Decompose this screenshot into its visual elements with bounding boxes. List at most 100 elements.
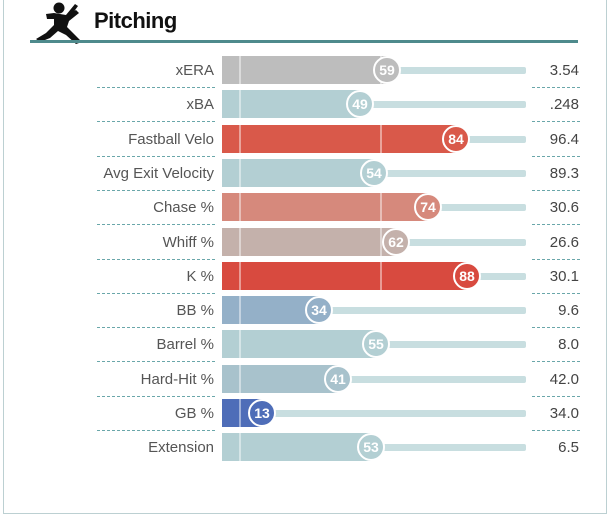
bar-gridline (380, 125, 382, 153)
metric-row: Avg Exit Velocity 54 89.3 (0, 156, 613, 190)
percentile-track (387, 67, 526, 74)
metric-label: Hard-Hit % (140, 371, 214, 388)
bar-gridline (380, 262, 382, 290)
metric-label: GB % (174, 405, 214, 422)
row-separator (532, 121, 580, 122)
percentile-track (262, 410, 526, 417)
row-separator (532, 293, 580, 294)
row-separator (97, 361, 215, 362)
metric-value: 9.6 (558, 302, 579, 319)
metric-row: Whiff % 62 26.6 (0, 225, 613, 259)
row-separator (97, 327, 215, 328)
row-separator (532, 156, 580, 157)
bar-gridline (239, 330, 241, 358)
row-separator (532, 361, 580, 362)
bar-gridline (239, 159, 241, 187)
percentile-badge: 62 (382, 228, 410, 256)
percentile-bar (222, 193, 428, 221)
bar-gridline (239, 56, 241, 84)
row-separator (97, 224, 215, 225)
percentile-track (428, 204, 526, 211)
bar-gridline (239, 296, 241, 324)
section-header: Pitching (30, 0, 578, 44)
percentile-bar (222, 365, 338, 393)
metric-value: 6.5 (558, 439, 579, 456)
metric-label: xERA (175, 62, 214, 79)
bar-gridline (239, 125, 241, 153)
percentile-badge: 59 (373, 56, 401, 84)
header-rule (30, 40, 578, 43)
percentile-bar (222, 433, 371, 461)
metric-value: 3.54 (549, 62, 579, 79)
row-separator (532, 190, 580, 191)
percentile-badge: 13 (248, 399, 276, 427)
metric-row: Hard-Hit % 41 42.0 (0, 362, 613, 396)
metric-value: .248 (549, 96, 579, 113)
bar-gridline (380, 228, 382, 256)
metric-label: BB % (176, 302, 214, 319)
percentile-track (360, 101, 526, 108)
row-separator (532, 87, 580, 88)
metric-value: 8.0 (558, 336, 579, 353)
percentile-track (374, 170, 526, 177)
percentile-track (371, 444, 526, 451)
percentile-track (376, 341, 526, 348)
percentile-badge: 54 (360, 159, 388, 187)
row-separator (97, 396, 215, 397)
metric-value: 30.1 (549, 268, 579, 285)
percentile-badge: 84 (442, 125, 470, 153)
row-separator (97, 293, 215, 294)
percentile-bar (222, 262, 467, 290)
percentile-bar (222, 125, 456, 153)
metric-row: Barrel % 55 8.0 (0, 327, 613, 361)
metric-row: Extension 53 6.5 (0, 430, 613, 464)
metric-label: Barrel % (156, 336, 214, 353)
metric-label: Extension (148, 439, 214, 456)
metric-label: Whiff % (162, 234, 214, 251)
metric-label: Chase % (153, 199, 214, 216)
metric-row: BB % 34 9.6 (0, 293, 613, 327)
percentile-bar (222, 228, 396, 256)
bar-gridline (239, 365, 241, 393)
bar-gridline (239, 228, 241, 256)
metric-value: 26.6 (549, 234, 579, 251)
metric-value: 89.3 (549, 165, 579, 182)
page-title: Pitching (94, 8, 177, 33)
percentile-badge: 53 (357, 433, 385, 461)
percentile-bar (222, 90, 360, 118)
percentile-badge: 49 (346, 90, 374, 118)
percentile-badge: 41 (324, 365, 352, 393)
row-separator (97, 190, 215, 191)
percentile-bar (222, 296, 319, 324)
row-separator (97, 87, 215, 88)
panel-frame (3, 0, 607, 514)
metric-value: 34.0 (549, 405, 579, 422)
row-separator (532, 430, 580, 431)
bar-gridline (239, 262, 241, 290)
row-separator (532, 396, 580, 397)
percentile-track (467, 273, 526, 280)
metric-row: GB % 13 34.0 (0, 396, 613, 430)
bar-gridline (239, 399, 241, 427)
row-separator (532, 224, 580, 225)
row-separator (97, 259, 215, 260)
percentile-bar (222, 56, 387, 84)
pitcher-icon (36, 2, 82, 44)
metric-label: xBA (186, 96, 214, 113)
metric-row: Fastball Velo 84 96.4 (0, 122, 613, 156)
bar-gridline (239, 193, 241, 221)
percentile-track (456, 136, 526, 143)
percentile-track (338, 376, 526, 383)
percentile-bar (222, 159, 374, 187)
percentile-track (319, 307, 526, 314)
row-separator (97, 156, 215, 157)
percentile-badge: 34 (305, 296, 333, 324)
metric-label: K % (186, 268, 214, 285)
row-separator (97, 121, 215, 122)
percentile-badge: 55 (362, 330, 390, 358)
metric-label: Fastball Velo (128, 131, 214, 148)
bar-gridline (380, 193, 382, 221)
metric-row: xBA 49 .248 (0, 87, 613, 121)
metric-row: K % 88 30.1 (0, 259, 613, 293)
metric-row: Chase % 74 30.6 (0, 190, 613, 224)
